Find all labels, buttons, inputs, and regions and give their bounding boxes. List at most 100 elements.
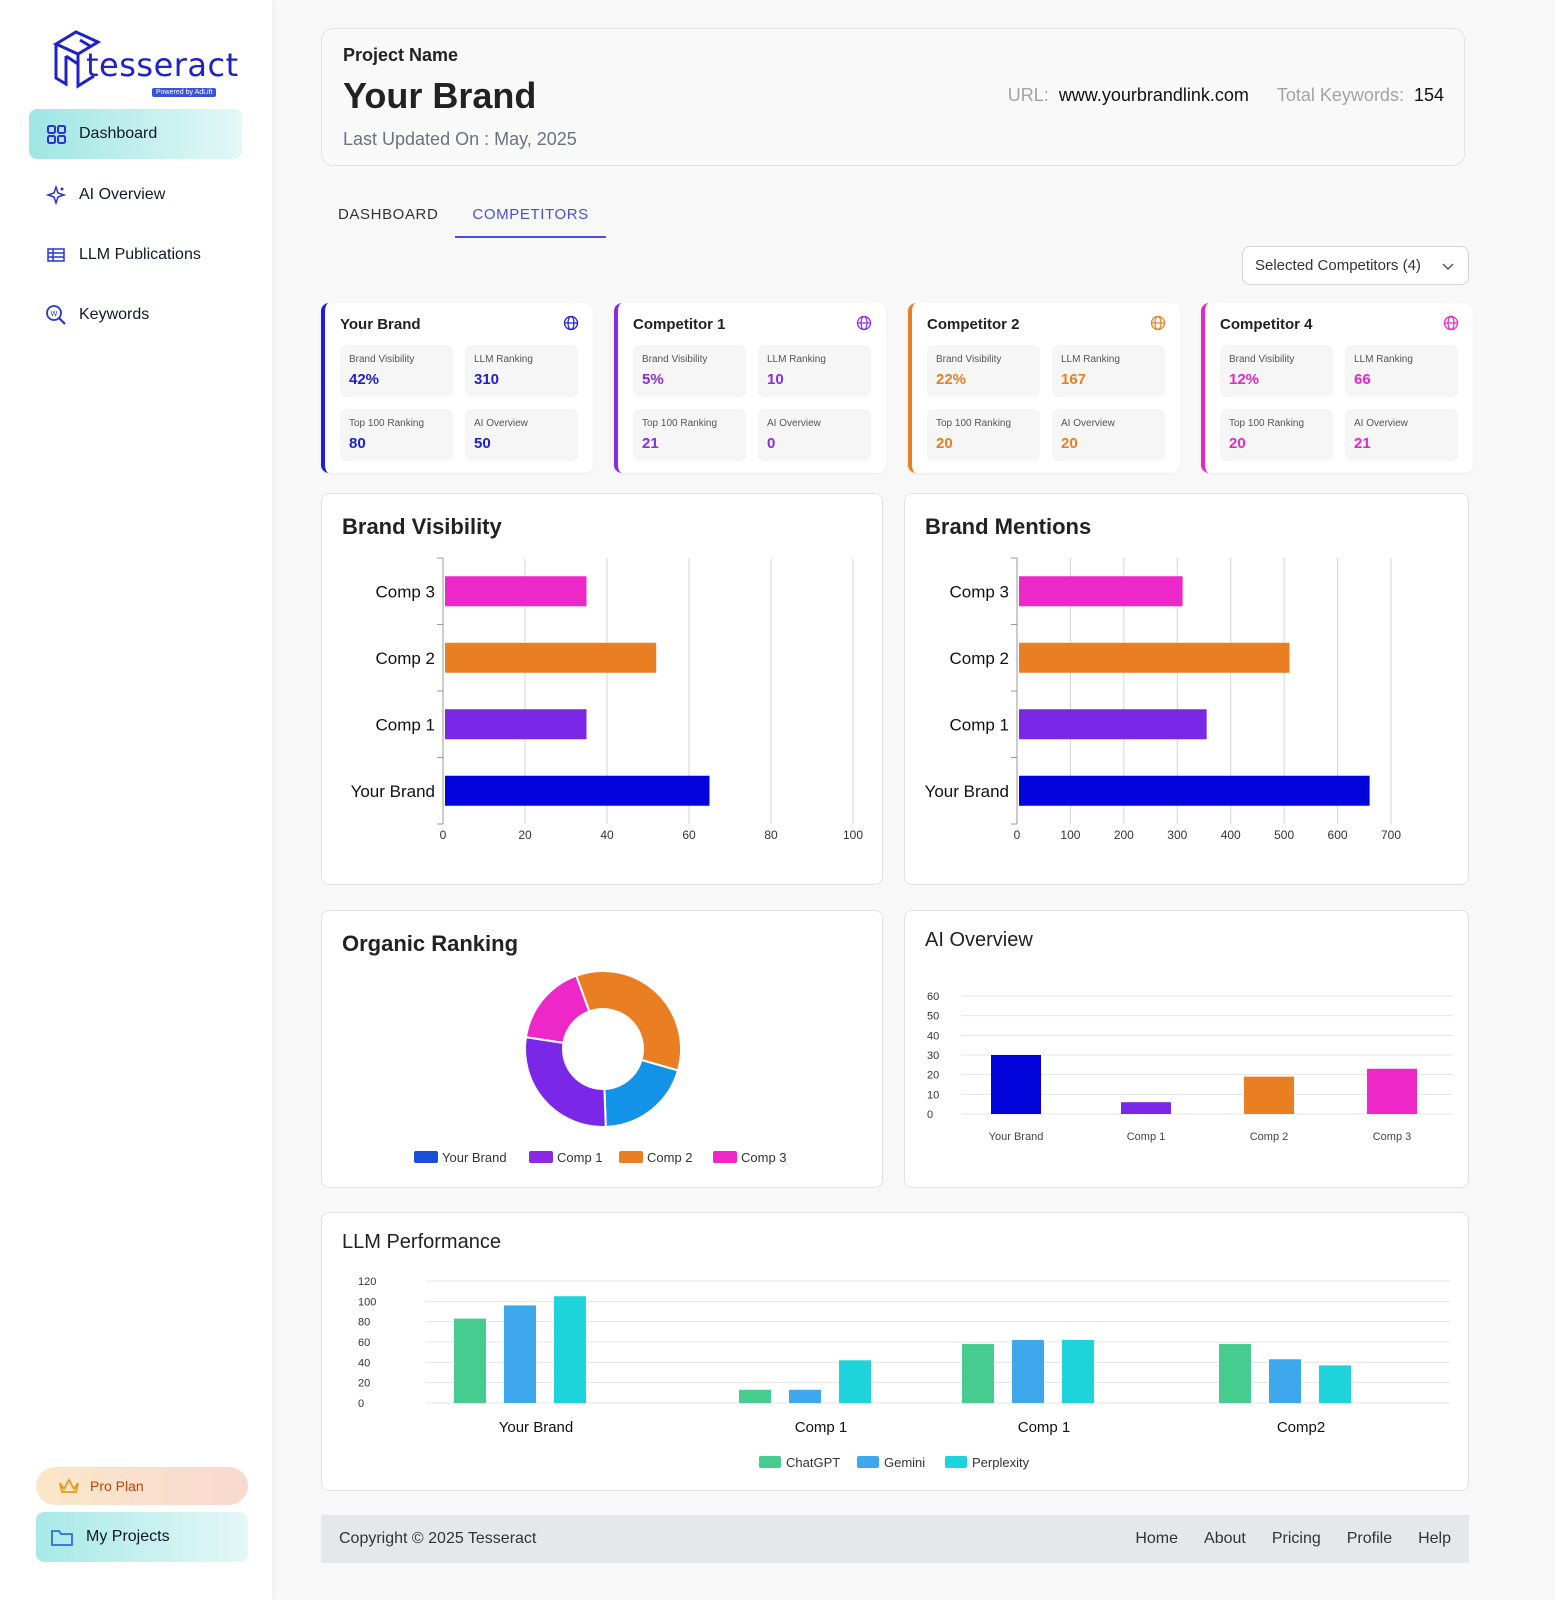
metric-label: Brand Visibility xyxy=(642,354,708,365)
y-tick-label: 20 xyxy=(358,1378,370,1390)
sidebar-item-label: LLM Publications xyxy=(79,246,201,263)
bar xyxy=(991,1055,1041,1114)
x-tick-label: 0 xyxy=(440,828,447,842)
metric-box: Brand Visibility 42% xyxy=(340,345,453,397)
x-tick-label: 100 xyxy=(843,828,863,842)
metric-value: 21 xyxy=(642,435,659,452)
footer-link-help[interactable]: Help xyxy=(1418,1530,1451,1547)
competitor-card[interactable]: Competitor 2 Brand Visibility 22% LLM Ranki… xyxy=(908,303,1180,473)
x-tick-label: 500 xyxy=(1274,828,1294,842)
sidebar: tesseract Powered by AdLift Dashboard AI… xyxy=(0,0,272,1600)
x-tick-label: 600 xyxy=(1328,828,1348,842)
metric-value: 50 xyxy=(474,435,491,452)
metric-label: LLM Ranking xyxy=(767,354,826,365)
bar xyxy=(1019,576,1183,607)
category-label: Comp 1 xyxy=(375,715,435,734)
competitor-card-title: Competitor 1 xyxy=(633,316,726,333)
metric-label: Brand Visibility xyxy=(349,354,415,365)
bar xyxy=(1244,1076,1294,1114)
bar xyxy=(962,1344,994,1403)
project-header-card: Project Name Your Brand Last Updated On … xyxy=(321,28,1465,166)
metric-value: 20 xyxy=(1061,435,1078,452)
tesseract-logo[interactable]: tesseract Powered by AdLift xyxy=(50,26,238,102)
crown-icon xyxy=(58,1477,80,1495)
legend-swatch xyxy=(713,1151,737,1163)
table-icon xyxy=(45,244,67,266)
bar xyxy=(445,576,587,607)
bar xyxy=(1219,1344,1251,1403)
competitor-card-title: Competitor 4 xyxy=(1220,316,1313,333)
globe-icon[interactable] xyxy=(1443,315,1459,331)
metric-label: AI Overview xyxy=(474,418,528,429)
competitor-card[interactable]: Your Brand Brand Visibility 42% LLM Ranking… xyxy=(321,303,593,473)
sidebar-item-llm-publications[interactable]: LLM Publications xyxy=(29,230,242,280)
y-tick-label: 60 xyxy=(927,991,939,1003)
metric-label: Top 100 Ranking xyxy=(642,418,718,429)
metric-box: Top 100 Ranking 21 xyxy=(633,409,746,461)
category-label: Comp 1 xyxy=(795,1419,848,1436)
ai-overview-chart: 0 10 20 30 40 50 60 Your Brand Comp 1 Comp 2 Comp … xyxy=(927,991,1453,1143)
metric-label: LLM Ranking xyxy=(474,354,533,365)
donut-slice xyxy=(524,1035,607,1128)
category-label: Comp 1 xyxy=(1127,1131,1166,1143)
metric-box: Top 100 Ranking 20 xyxy=(1220,409,1333,461)
competitor-card[interactable]: Competitor 1 Brand Visibility 5% LLM Rankin… xyxy=(614,303,886,473)
bar xyxy=(504,1305,536,1403)
y-tick-label: 80 xyxy=(358,1317,370,1329)
metric-box: AI Overview 0 xyxy=(758,409,871,461)
category-label: Your Brand xyxy=(925,782,1009,801)
legend-label: Gemini xyxy=(884,1455,925,1470)
footer-link-home[interactable]: Home xyxy=(1135,1530,1179,1547)
sidebar-item-label: AI Overview xyxy=(79,186,166,203)
my-projects-button[interactable]: My Projects xyxy=(36,1512,248,1562)
category-label: Comp 2 xyxy=(375,649,435,668)
sidebar-item-keywords[interactable]: W Keywords xyxy=(29,290,242,340)
tab-competitors[interactable]: COMPETITORS xyxy=(455,198,606,238)
metric-box: LLM Ranking 167 xyxy=(1052,345,1165,397)
sidebar-item-dashboard[interactable]: Dashboard xyxy=(29,109,242,159)
legend-swatch xyxy=(945,1456,967,1468)
pro-plan-label: Pro Plan xyxy=(90,1478,144,1494)
globe-icon[interactable] xyxy=(563,315,579,331)
competitor-card[interactable]: Competitor 4 Brand Visibility 12% LLM Ranki… xyxy=(1201,303,1473,473)
globe-icon[interactable] xyxy=(856,315,872,331)
y-tick-label: 100 xyxy=(358,1296,376,1308)
globe-icon[interactable] xyxy=(1150,315,1166,331)
organic-ranking-panel: Organic Ranking Your Brand Comp 1 Comp 2 Co… xyxy=(321,910,883,1188)
legend-label: Comp 3 xyxy=(741,1150,787,1165)
project-meta: URL: www.yourbrandlink.com Total Keyword… xyxy=(1008,85,1444,106)
metric-value: 66 xyxy=(1354,371,1371,388)
bar xyxy=(1019,642,1290,673)
y-tick-label: 40 xyxy=(927,1030,939,1042)
url-value[interactable]: www.yourbrandlink.com xyxy=(1058,85,1249,105)
logo-text: tesseract xyxy=(86,46,239,84)
metric-value: 10 xyxy=(767,371,784,388)
pro-plan-button[interactable]: Pro Plan xyxy=(36,1467,248,1505)
metric-box: AI Overview 21 xyxy=(1345,409,1458,461)
copyright: Copyright © 2025 Tesseract xyxy=(339,1530,537,1547)
legend-label: Comp 1 xyxy=(557,1150,603,1165)
competitor-card-title: Your Brand xyxy=(340,316,421,333)
bar xyxy=(1121,1102,1171,1114)
y-tick-label: 20 xyxy=(927,1070,939,1082)
x-tick-label: 100 xyxy=(1060,828,1080,842)
metric-box: LLM Ranking 10 xyxy=(758,345,871,397)
bar xyxy=(1019,709,1207,740)
bar xyxy=(839,1360,871,1403)
tab-dashboard[interactable]: DASHBOARD xyxy=(338,206,439,223)
metric-label: AI Overview xyxy=(767,418,821,429)
metric-label: AI Overview xyxy=(1354,418,1408,429)
grid-icon xyxy=(45,123,67,145)
legend-swatch xyxy=(414,1151,438,1163)
sparkle-icon xyxy=(45,184,67,206)
metric-label: Brand Visibility xyxy=(936,354,1002,365)
footer: Copyright © 2025 Tesseract Home About Pr… xyxy=(321,1515,1469,1563)
metric-label: Top 100 Ranking xyxy=(1229,418,1305,429)
footer-link-about[interactable]: About xyxy=(1204,1530,1246,1547)
sidebar-item-ai-overview[interactable]: AI Overview xyxy=(29,170,242,220)
footer-link-pricing[interactable]: Pricing xyxy=(1271,1530,1321,1547)
keywords-value: 154 xyxy=(1413,85,1444,105)
footer-link-profile[interactable]: Profile xyxy=(1346,1530,1393,1547)
competitor-select[interactable]: Selected Competitors (4) xyxy=(1242,246,1469,285)
metric-box: AI Overview 50 xyxy=(465,409,578,461)
